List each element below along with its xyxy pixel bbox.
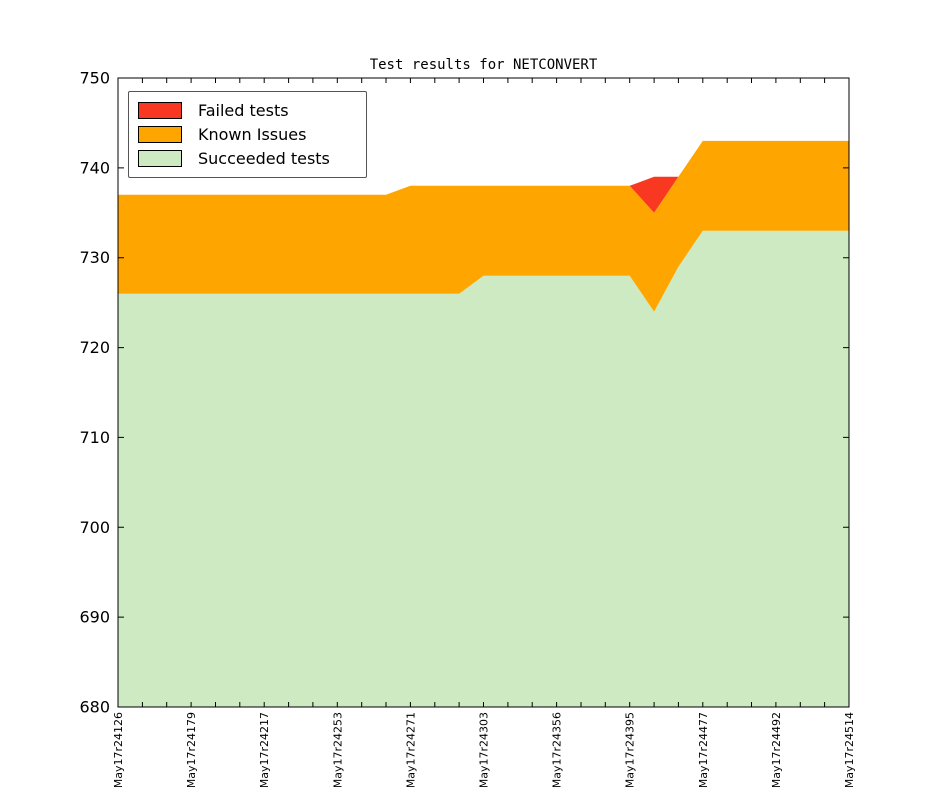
y-tick-label: 730 <box>79 248 110 267</box>
legend-item-succeeded: Succeeded tests <box>138 150 362 167</box>
failed-swatch <box>138 102 182 119</box>
y-tick-label: 690 <box>79 608 110 627</box>
x-tick-label: May17r24477 <box>697 712 710 787</box>
y-tick-label: 700 <box>79 518 110 537</box>
legend-item-known-issues: Known Issues <box>138 126 362 143</box>
plot-frame <box>117 77 850 708</box>
y-axis-labels: 680 690 700 710 720 730 740 750 <box>79 69 110 717</box>
legend: Failed tests Known Issues Succeeded test… <box>128 91 367 178</box>
known-issues-area <box>118 140 849 312</box>
x-tick-label: May17r24126 <box>112 712 125 787</box>
x-axis-labels: May17r24126 May17r24179 May17r24217 May17r2… <box>112 712 856 787</box>
legend-label-succeeded: Succeeded tests <box>198 148 330 168</box>
chart-title: Test results for NETCONVERT <box>370 57 598 73</box>
x-tick-label: May17r24395 <box>624 712 637 787</box>
y-tick-label: 720 <box>79 338 110 357</box>
succeeded-area <box>118 230 849 708</box>
legend-label-known-issues: Known Issues <box>198 124 307 144</box>
x-tick-label: May17r24179 <box>185 712 198 787</box>
x-tick-label: May17r24253 <box>331 712 344 787</box>
x-tick-label: May17r24356 <box>551 712 564 787</box>
y-tick-label: 740 <box>79 158 110 177</box>
known-issues-swatch <box>138 126 182 143</box>
y-tick-label: 680 <box>79 698 110 717</box>
x-tick-label: May17r24492 <box>770 712 783 787</box>
x-tick-label: May17r24217 <box>258 712 271 787</box>
x-tick-label: May17r24303 <box>478 712 491 787</box>
x-tick-label: May17r24514 <box>843 712 856 787</box>
x-tick-label: May17r24271 <box>404 712 417 787</box>
y-tick-label: 710 <box>79 428 110 447</box>
succeeded-swatch <box>138 150 182 167</box>
stacked-areas <box>118 140 849 708</box>
y-tick-label: 750 <box>79 69 110 88</box>
legend-label-failed: Failed tests <box>198 100 289 120</box>
legend-item-failed: Failed tests <box>138 102 362 119</box>
